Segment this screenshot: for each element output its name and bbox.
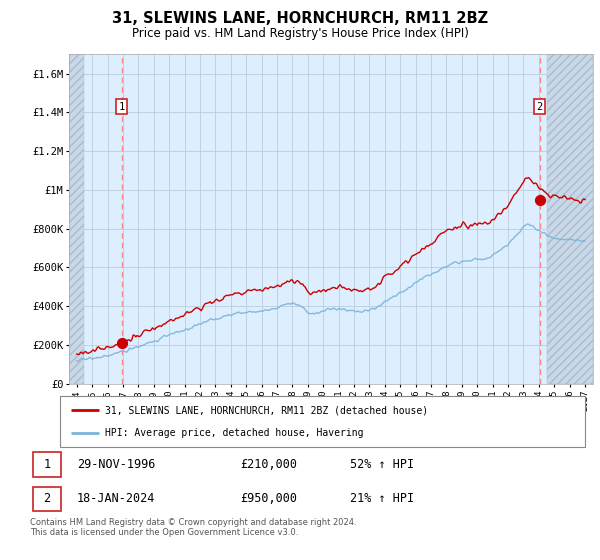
FancyBboxPatch shape	[33, 487, 61, 511]
Text: 21% ↑ HPI: 21% ↑ HPI	[350, 492, 414, 505]
Text: 18-JAN-2024: 18-JAN-2024	[77, 492, 155, 505]
Text: 2: 2	[536, 101, 543, 111]
Text: 1: 1	[119, 101, 125, 111]
Text: 2: 2	[44, 492, 50, 505]
Point	[535, 195, 544, 204]
Bar	[547, 54, 593, 384]
Text: Contains HM Land Registry data © Crown copyright and database right 2024.
This d: Contains HM Land Registry data © Crown c…	[30, 518, 356, 538]
Text: £950,000: £950,000	[240, 492, 297, 505]
Text: 29-NOV-1996: 29-NOV-1996	[77, 458, 155, 471]
Bar	[69, 54, 85, 384]
Text: 31, SLEWINS LANE, HORNCHURCH, RM11 2BZ: 31, SLEWINS LANE, HORNCHURCH, RM11 2BZ	[112, 11, 488, 26]
Text: Price paid vs. HM Land Registry's House Price Index (HPI): Price paid vs. HM Land Registry's House …	[131, 27, 469, 40]
Text: £210,000: £210,000	[240, 458, 297, 471]
Point	[117, 338, 127, 347]
Text: 1: 1	[44, 458, 50, 471]
Text: 52% ↑ HPI: 52% ↑ HPI	[350, 458, 414, 471]
FancyBboxPatch shape	[60, 396, 585, 447]
Text: HPI: Average price, detached house, Havering: HPI: Average price, detached house, Have…	[104, 428, 363, 438]
Text: 31, SLEWINS LANE, HORNCHURCH, RM11 2BZ (detached house): 31, SLEWINS LANE, HORNCHURCH, RM11 2BZ (…	[104, 405, 428, 415]
FancyBboxPatch shape	[33, 452, 61, 477]
